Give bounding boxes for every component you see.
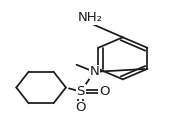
Text: N: N xyxy=(90,65,99,78)
Text: O: O xyxy=(75,101,86,114)
Text: NH₂: NH₂ xyxy=(78,11,103,24)
Text: S: S xyxy=(76,85,85,98)
Text: O: O xyxy=(99,85,110,98)
